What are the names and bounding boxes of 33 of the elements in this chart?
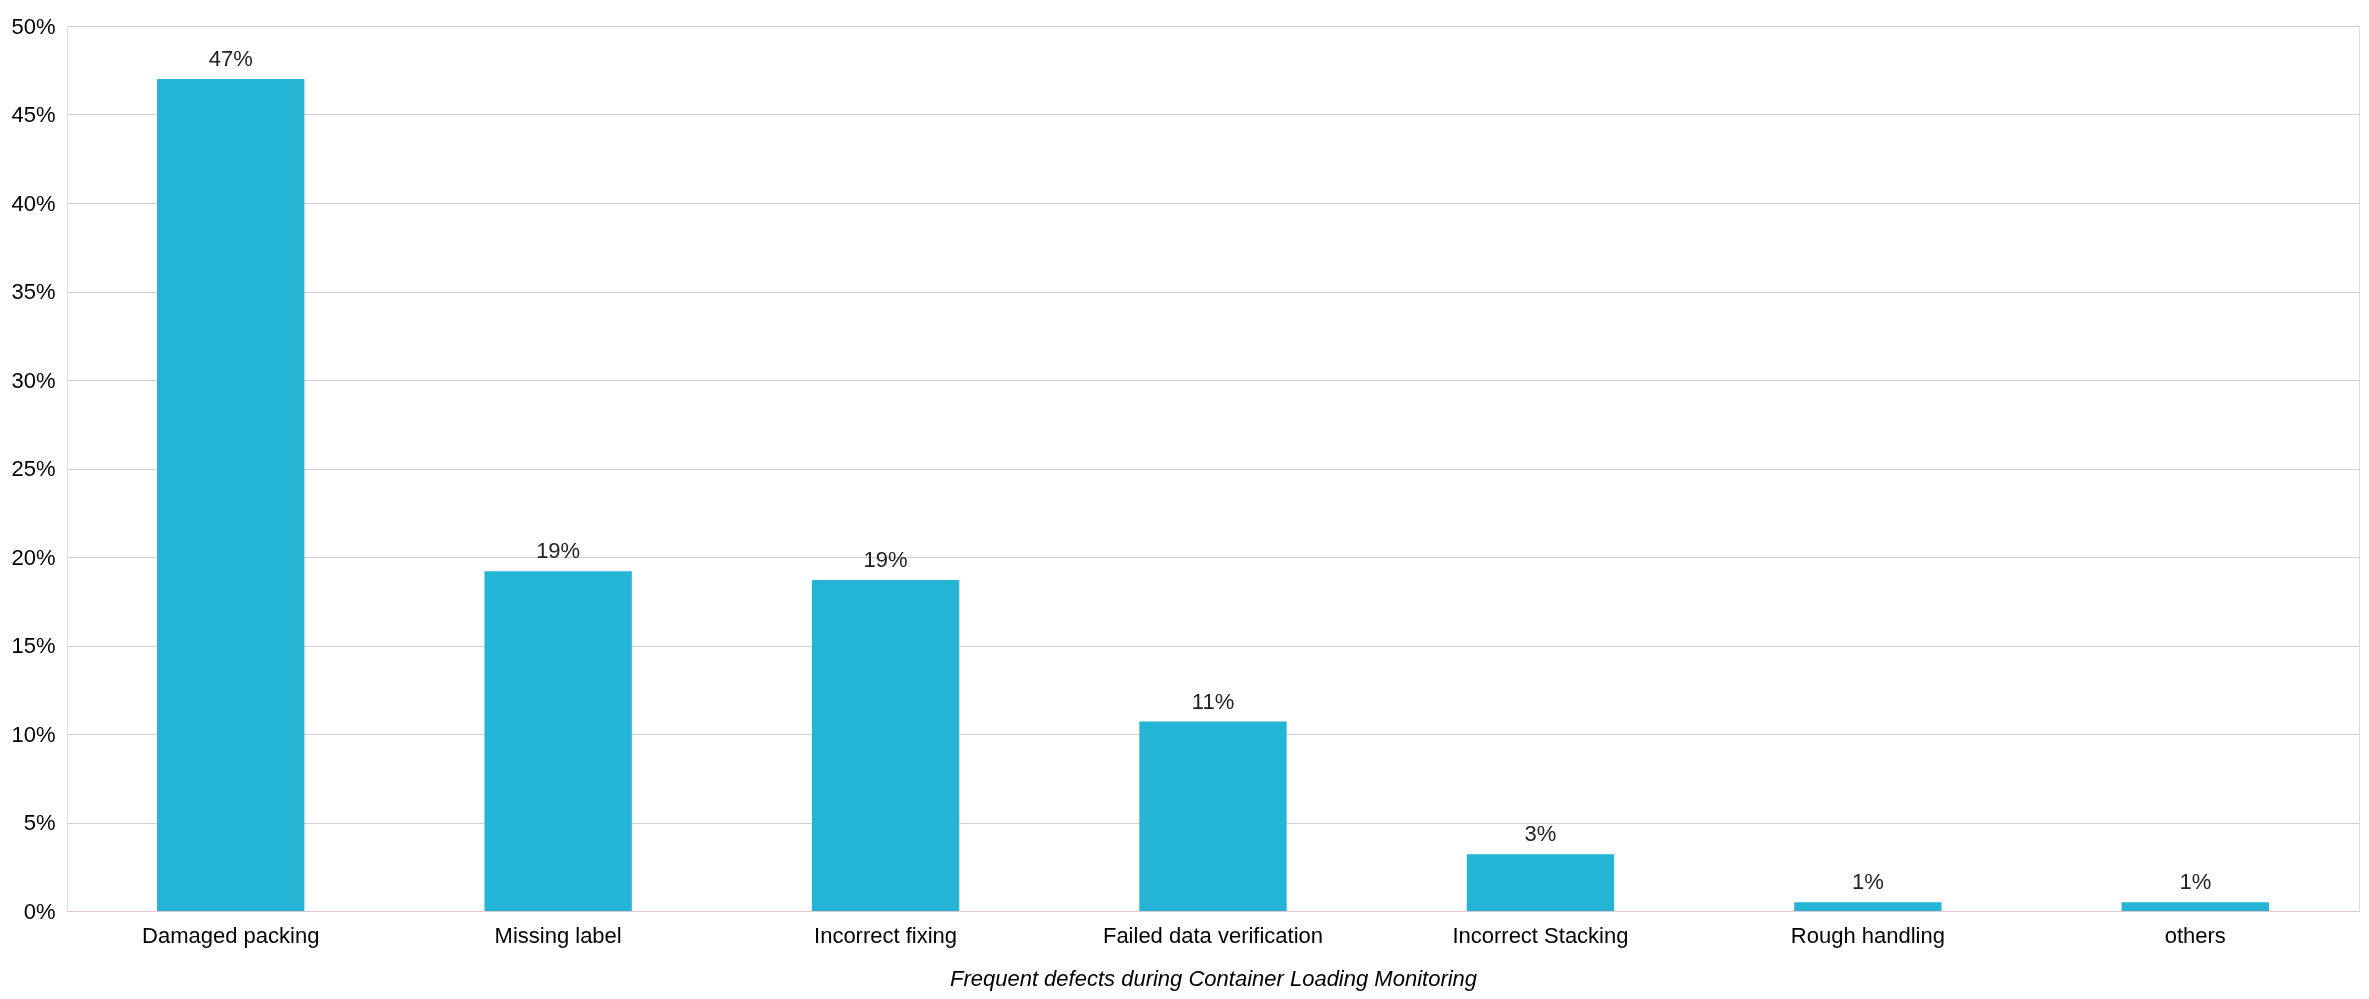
bar <box>811 580 960 911</box>
x-tick-label: Damaged packing <box>142 922 320 948</box>
data-label: 47% <box>208 46 253 72</box>
x-tick-label: Failed data verification <box>1102 922 1324 948</box>
y-tick-label: 0% <box>23 898 56 924</box>
bar <box>1466 854 1615 911</box>
bar <box>1139 721 1287 911</box>
bar <box>1794 902 1942 911</box>
y-tick-label: 20% <box>11 544 56 570</box>
y-tick-label: 15% <box>11 633 56 658</box>
x-tick-label: Incorrect Stacking <box>1452 922 1629 948</box>
data-label: 1% <box>1851 869 1884 895</box>
y-tick-label: 35% <box>11 279 56 304</box>
x-tick-label: Incorrect fixing <box>814 922 958 948</box>
bar <box>484 571 632 911</box>
y-tick-label: 10% <box>11 721 56 747</box>
y-tick-label: 30% <box>11 367 56 393</box>
x-axis-title: Frequent defects during Container Loading Monitoring <box>949 965 1478 991</box>
data-label: 1% <box>2179 869 2212 895</box>
y-tick-label: 5% <box>23 810 56 835</box>
x-tick-label: Missing label <box>494 922 622 948</box>
x-tick-label: Rough handling <box>1790 922 1945 948</box>
data-label: 11% <box>1191 688 1235 714</box>
y-tick-label: 40% <box>11 190 56 216</box>
y-tick-label: 50% <box>11 13 56 39</box>
x-tick-label: others <box>2164 922 2226 948</box>
data-label: 19% <box>863 547 908 573</box>
data-label: 3% <box>1524 821 1557 847</box>
bar <box>157 79 305 911</box>
y-tick-label: 25% <box>11 456 56 481</box>
data-label: 19% <box>536 538 581 564</box>
bar <box>2121 902 2269 911</box>
y-tick-label: 45% <box>11 102 56 127</box>
